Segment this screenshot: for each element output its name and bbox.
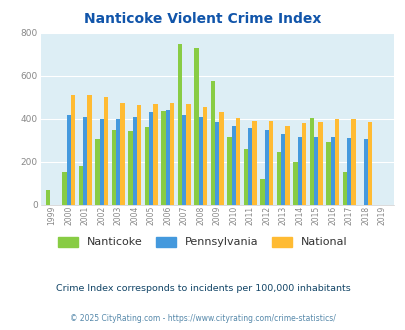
Bar	[153, 104, 157, 205]
Bar	[235, 118, 240, 205]
Bar	[227, 137, 231, 205]
Bar	[297, 137, 301, 205]
Bar	[83, 117, 87, 205]
Bar	[202, 107, 207, 205]
Bar	[95, 139, 99, 205]
Text: Nanticoke Violent Crime Index: Nanticoke Violent Crime Index	[84, 12, 321, 25]
Bar	[66, 115, 70, 205]
Bar	[194, 48, 198, 205]
Bar	[326, 143, 330, 205]
Bar	[215, 122, 219, 205]
Bar	[132, 117, 136, 205]
Bar	[99, 119, 104, 205]
Bar	[367, 122, 371, 205]
Bar	[313, 137, 318, 205]
Bar	[198, 117, 202, 205]
Bar	[309, 118, 313, 205]
Bar	[252, 121, 256, 205]
Bar	[260, 179, 264, 205]
Text: © 2025 CityRating.com - https://www.cityrating.com/crime-statistics/: © 2025 CityRating.com - https://www.city…	[70, 314, 335, 323]
Bar	[136, 105, 141, 205]
Bar	[128, 131, 132, 205]
Bar	[79, 166, 83, 205]
Bar	[116, 119, 120, 205]
Bar	[280, 134, 285, 205]
Bar	[87, 95, 92, 205]
Legend: Nanticoke, Pennsylvania, National: Nanticoke, Pennsylvania, National	[54, 232, 351, 252]
Bar	[346, 138, 351, 205]
Bar	[264, 129, 268, 205]
Bar	[70, 95, 75, 205]
Bar	[210, 81, 215, 205]
Text: Crime Index corresponds to incidents per 100,000 inhabitants: Crime Index corresponds to incidents per…	[55, 284, 350, 293]
Bar	[301, 123, 305, 205]
Bar	[247, 128, 252, 205]
Bar	[161, 111, 165, 205]
Bar	[318, 122, 322, 205]
Bar	[181, 115, 186, 205]
Bar	[276, 152, 280, 205]
Bar	[149, 112, 153, 205]
Bar	[334, 119, 338, 205]
Bar	[351, 119, 355, 205]
Bar	[62, 172, 66, 205]
Bar	[363, 139, 367, 205]
Bar	[169, 103, 174, 205]
Bar	[330, 137, 334, 205]
Bar	[165, 110, 169, 205]
Bar	[231, 126, 235, 205]
Bar	[104, 97, 108, 205]
Bar	[120, 103, 124, 205]
Bar	[292, 162, 297, 205]
Bar	[268, 121, 273, 205]
Bar	[145, 127, 149, 205]
Bar	[219, 112, 223, 205]
Bar	[111, 129, 116, 205]
Bar	[46, 189, 50, 205]
Bar	[285, 126, 289, 205]
Bar	[186, 104, 190, 205]
Bar	[342, 172, 346, 205]
Bar	[177, 44, 181, 205]
Bar	[243, 149, 247, 205]
